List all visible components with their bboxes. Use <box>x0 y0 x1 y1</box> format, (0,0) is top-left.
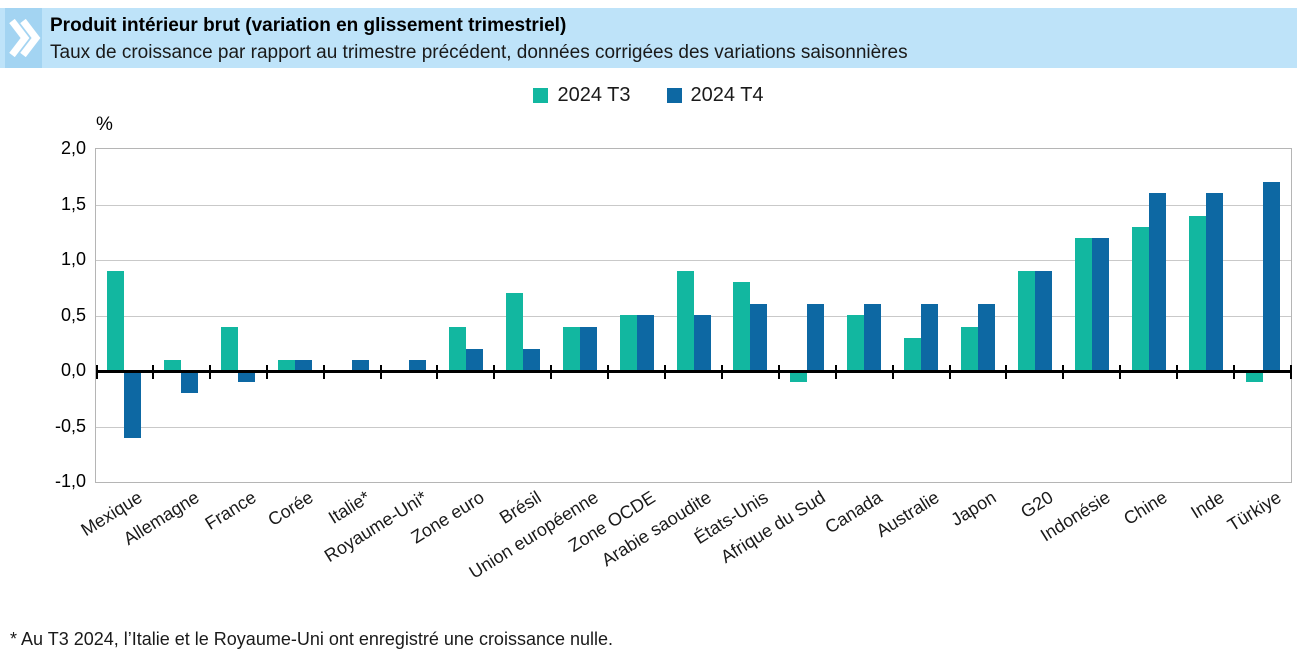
bar <box>181 371 198 393</box>
y-axis-label: 0,5 <box>60 305 86 325</box>
bar <box>278 360 295 371</box>
gridline <box>96 260 1291 261</box>
bar <box>1206 193 1223 371</box>
y-axis-label: 0,0 <box>60 360 86 380</box>
x-axis-label: G20 <box>1017 487 1057 522</box>
bar <box>921 304 938 371</box>
bar <box>620 315 637 371</box>
bar <box>978 304 995 371</box>
bar <box>563 327 580 371</box>
y-axis-unit-label: % <box>96 114 113 135</box>
bar <box>1246 371 1263 382</box>
bar <box>580 327 597 371</box>
gridline <box>96 427 1291 428</box>
bar <box>352 360 369 371</box>
bar <box>1263 182 1280 371</box>
oecd-logo <box>5 8 42 68</box>
bar <box>904 338 921 371</box>
bar <box>677 271 694 371</box>
y-axis-label: -1,0 <box>54 471 86 491</box>
bar <box>1132 227 1149 371</box>
bar <box>637 315 654 371</box>
legend-item: 2024 T4 <box>666 84 764 107</box>
bar <box>1092 238 1109 371</box>
x-axis-label: Japon <box>947 487 1000 530</box>
footnote: * Au T3 2024, l’Italie et le Royaume-Uni… <box>10 629 614 649</box>
legend-label: 2024 T4 <box>690 84 764 106</box>
x-axis-label: Australie <box>872 487 943 542</box>
y-axis-label: 1,0 <box>60 249 86 269</box>
legend-swatch-icon <box>666 88 682 103</box>
header-band: Produit intérieur brut (variation en gli… <box>0 8 1297 68</box>
bar <box>466 349 483 371</box>
bar <box>790 371 807 382</box>
x-axis-label: Corée <box>264 487 317 530</box>
bar <box>221 327 238 371</box>
bar <box>733 282 750 371</box>
y-axis-label: -0,5 <box>54 416 86 436</box>
x-axis-label: Türkiye <box>1223 487 1285 536</box>
bar <box>523 349 540 371</box>
gridline <box>96 205 1291 206</box>
legend: 2024 T3 2024 T4 <box>0 84 1297 107</box>
bar <box>1075 238 1092 371</box>
zero-line <box>96 370 1291 373</box>
y-axis-label: 1,5 <box>60 194 86 214</box>
bar <box>750 304 767 371</box>
x-axis-label: France <box>201 487 260 534</box>
y-axis-label: 2,0 <box>60 138 86 158</box>
bar <box>1035 271 1052 371</box>
legend-item: 2024 T3 <box>533 84 631 107</box>
x-axis-tick <box>1290 365 1292 379</box>
chart-subtitle: Taux de croissance par rapport au trimes… <box>50 42 908 63</box>
bar <box>847 315 864 371</box>
plot-area <box>95 148 1292 483</box>
bar <box>1149 193 1166 371</box>
bar <box>238 371 255 382</box>
bar <box>864 304 881 371</box>
header-titles: Produit intérieur brut (variation en gli… <box>50 12 1289 66</box>
x-axis-label: Chine <box>1120 487 1171 529</box>
bar <box>1189 216 1206 371</box>
bar <box>807 304 824 371</box>
legend-swatch-icon <box>533 88 549 103</box>
bar <box>694 315 711 371</box>
x-axis-label: Inde <box>1187 487 1228 523</box>
bar <box>506 293 523 371</box>
double-chevron-icon <box>9 18 41 58</box>
bar <box>961 327 978 371</box>
bar <box>1018 271 1035 371</box>
chart-title: Produit intérieur brut (variation en gli… <box>50 15 567 36</box>
bar <box>449 327 466 371</box>
bar <box>164 360 181 371</box>
bar <box>124 371 141 438</box>
legend-label: 2024 T3 <box>557 84 631 106</box>
bar <box>107 271 124 371</box>
bar <box>409 360 426 371</box>
bar <box>295 360 312 371</box>
